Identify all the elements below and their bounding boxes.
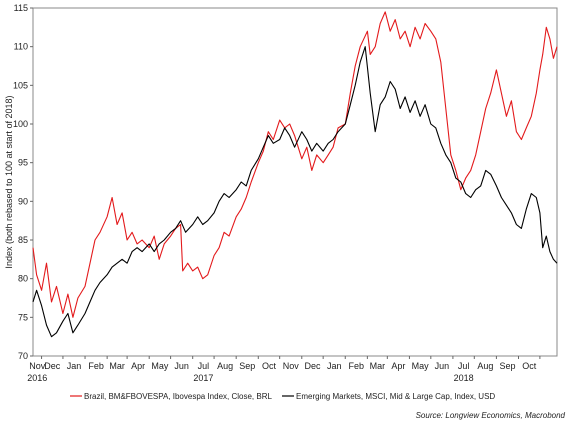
- y-tick-label: 70: [18, 351, 28, 361]
- y-tick-label: 115: [14, 3, 28, 13]
- y-tick-label: 100: [13, 119, 28, 129]
- x-tick-label: Nov: [283, 361, 300, 371]
- legend-label-brazil: Brazil, BM&FBOVESPA, Ibovespa Index, Clo…: [84, 392, 272, 401]
- x-tick-label: Aug: [217, 361, 233, 371]
- x-tick-label: Feb: [349, 361, 365, 371]
- x-tick-label: Jul: [458, 361, 470, 371]
- x-tick-label: Mar: [109, 361, 125, 371]
- x-tick-label: Aug: [477, 361, 493, 371]
- source-note: Source: Longview Economics, Macrobond: [416, 411, 566, 420]
- legend-label-em: Emerging Markets, MSCI, Mid & Large Cap,…: [296, 392, 495, 401]
- x-tick-label: Mar: [370, 361, 386, 371]
- x-tick-label: Sep: [499, 361, 515, 371]
- y-tick-label: 75: [18, 312, 28, 322]
- x-tick-label: Jun: [435, 361, 450, 371]
- x-tick-label: Oct: [262, 361, 277, 371]
- y-tick-label: 90: [18, 196, 28, 206]
- x-tick-label: Jun: [174, 361, 189, 371]
- x-tick-label: Feb: [88, 361, 104, 371]
- y-axis: 70 75 80 85 90 95 100 105 110 115: [13, 3, 33, 361]
- x-tick-label: Jan: [67, 361, 82, 371]
- legend: Brazil, BM&FBOVESPA, Ibovespa Index, Clo…: [70, 392, 495, 401]
- x-tick-label: Jul: [198, 361, 210, 371]
- series-lines: [32, 11, 558, 338]
- x-tick-label: Dec: [44, 361, 61, 371]
- x-tick-label: Sep: [239, 361, 255, 371]
- y-tick-label: 85: [18, 235, 28, 245]
- x-year-label: 2018: [454, 373, 474, 383]
- plot-frame: [32, 7, 558, 357]
- y-tick-label: 110: [14, 42, 28, 52]
- x-tick-label: Dec: [304, 361, 321, 371]
- x-axis: Nov 2016 Dec Jan Feb Mar Apr May Jun Jul 2017 Aug Se…: [27, 356, 541, 383]
- x-tick-label: Oct: [522, 361, 537, 371]
- y-tick-label: 80: [18, 274, 28, 284]
- y-axis-label: Index (both rebased to 100 at start of 2…: [4, 95, 14, 268]
- series-line-emerging-markets: [32, 46, 558, 338]
- x-tick-label: Apr: [391, 361, 405, 371]
- y-tick-label: 95: [18, 158, 28, 168]
- x-year-label: 2016: [27, 373, 47, 383]
- x-tick-label: Jan: [327, 361, 342, 371]
- series-line-brazil: [32, 11, 558, 318]
- x-tick-label: Apr: [131, 361, 145, 371]
- x-tick-label: May: [151, 361, 169, 371]
- y-tick-label: 105: [13, 80, 28, 90]
- x-year-label: 2017: [193, 373, 213, 383]
- x-tick-label: Nov: [29, 361, 46, 371]
- x-tick-label: May: [412, 361, 430, 371]
